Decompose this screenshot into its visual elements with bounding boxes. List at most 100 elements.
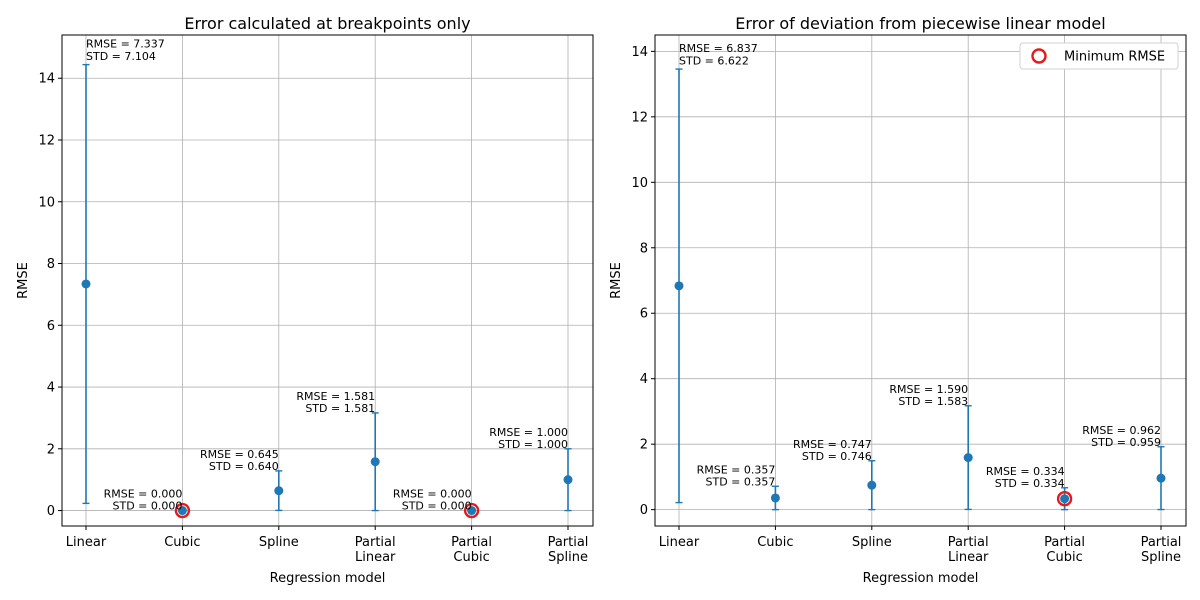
y-tick-label: 6	[640, 307, 648, 322]
annotation-std: STD = 1.581	[305, 402, 375, 415]
y-tick-label: 10	[38, 195, 55, 210]
data-point	[674, 281, 684, 291]
x-tick-label: Cubic	[1046, 550, 1082, 565]
y-tick-label: 6	[47, 319, 55, 334]
x-tick-label: Linear	[659, 535, 700, 550]
annotation-rmse: RMSE = 0.334	[986, 465, 1065, 478]
x-tick-label: Partial	[948, 535, 989, 550]
x-tick-label: Linear	[355, 550, 396, 565]
data-point	[1060, 494, 1070, 504]
minimum-rmse-marker	[174, 502, 191, 519]
y-tick-label: 12	[38, 133, 55, 148]
y-axis-label: RMSE	[16, 262, 31, 299]
axes-frame	[654, 34, 1187, 527]
annotation-rmse: RMSE = 0.962	[1082, 424, 1161, 437]
x-tick-label: Spline	[259, 535, 299, 550]
annotation-std: STD = 6.622	[679, 55, 749, 68]
annotation-std: STD = 0.357	[706, 475, 776, 488]
data-point	[867, 480, 877, 490]
x-tick-label: Partial	[1044, 535, 1085, 550]
y-tick-label: 10	[631, 176, 648, 191]
x-tick-label: Spline	[852, 535, 892, 550]
annotation-rmse: RMSE = 1.590	[889, 383, 968, 396]
x-tick-label: Partial	[451, 535, 492, 550]
annotation-std: STD = 0.000	[113, 500, 183, 513]
data-point	[81, 279, 91, 289]
x-tick-label: Cubic	[757, 535, 793, 550]
y-tick-label: 2	[640, 438, 648, 453]
y-tick-label: 4	[640, 372, 648, 387]
data-point	[370, 457, 380, 467]
x-tick-label: Spline	[1141, 550, 1181, 565]
legend-label: Minimum RMSE	[1064, 50, 1165, 65]
data-point	[563, 475, 573, 485]
y-axis-label: RMSE	[609, 262, 624, 299]
annotation-std: STD = 0.959	[1091, 436, 1161, 449]
chart-title: Error of deviation from piecewise linear…	[735, 14, 1105, 33]
x-tick-label: Partial	[548, 535, 589, 550]
legend-box	[1019, 42, 1179, 70]
y-tick-label: 14	[631, 45, 648, 60]
x-axis-label: Regression model	[863, 571, 979, 586]
data-point	[963, 453, 973, 463]
data-point	[770, 493, 780, 503]
chart-title: Error calculated at breakpoints only	[184, 14, 470, 33]
y-tick-label: 0	[47, 504, 55, 519]
annotation-rmse: RMSE = 1.000	[489, 426, 568, 439]
y-tick-label: 12	[631, 110, 648, 125]
legend-marker	[1031, 48, 1047, 64]
annotation-rmse: RMSE = 7.337	[86, 38, 165, 51]
annotation-rmse: RMSE = 6.837	[679, 42, 758, 55]
annotation-std: STD = 1.000	[498, 438, 568, 451]
y-tick-label: 8	[47, 257, 55, 272]
y-tick-label: 14	[38, 72, 55, 87]
data-point	[467, 506, 477, 516]
data-point	[1156, 473, 1166, 483]
x-tick-label: Partial	[1141, 535, 1182, 550]
annotation-rmse: RMSE = 0.645	[200, 448, 279, 461]
annotation-std: STD = 0.746	[802, 450, 872, 463]
annotation-std: STD = 0.640	[209, 460, 279, 473]
annotation-std: STD = 1.583	[898, 395, 968, 408]
y-tick-label: 2	[47, 442, 55, 457]
minimum-rmse-marker	[1056, 491, 1073, 507]
annotation-std: STD = 7.104	[86, 50, 156, 63]
annotation-rmse: RMSE = 0.357	[697, 463, 776, 476]
y-tick-label: 4	[47, 381, 55, 396]
x-tick-label: Spline	[548, 550, 588, 565]
data-point	[177, 506, 187, 516]
x-tick-label: Linear	[948, 550, 989, 565]
axes-frame	[61, 34, 594, 527]
x-tick-label: Cubic	[453, 550, 489, 565]
y-tick-label: 0	[640, 503, 648, 518]
legend: Minimum RMSE	[1019, 42, 1179, 70]
annotation-rmse: RMSE = 0.000	[393, 488, 472, 501]
x-tick-label: Partial	[355, 535, 396, 550]
annotation-std: STD = 0.334	[995, 477, 1065, 490]
minimum-rmse-marker	[463, 502, 480, 519]
annotation-std: STD = 0.000	[402, 500, 472, 513]
x-tick-label: Cubic	[164, 535, 200, 550]
y-tick-label: 8	[640, 241, 648, 256]
annotation-rmse: RMSE = 0.747	[793, 438, 872, 451]
annotation-rmse: RMSE = 0.000	[104, 488, 183, 501]
annotation-rmse: RMSE = 1.581	[296, 390, 375, 403]
x-tick-label: Linear	[66, 535, 107, 550]
data-point	[274, 486, 284, 496]
x-axis-label: Regression model	[270, 571, 386, 586]
